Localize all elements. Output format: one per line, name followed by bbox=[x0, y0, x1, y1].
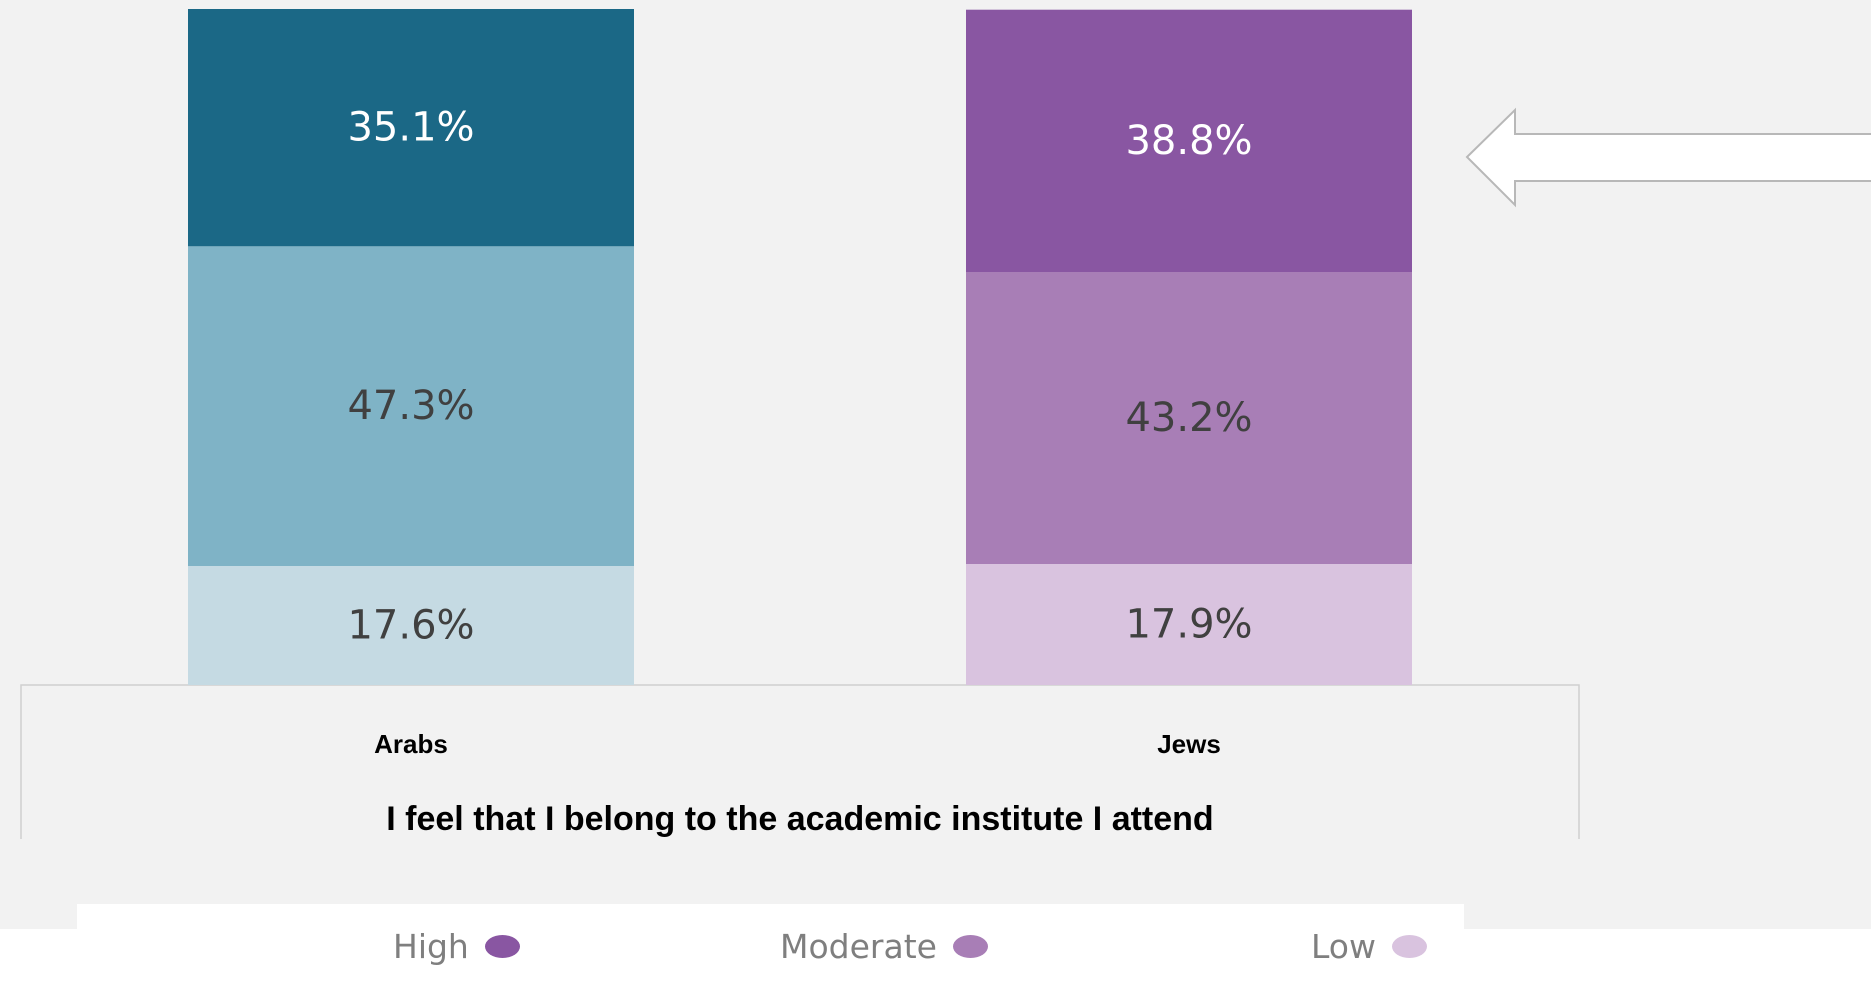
category-label-arabs: Arabs bbox=[374, 729, 448, 759]
data-label-arabs-high: 35.1% bbox=[347, 105, 474, 151]
data-label-arabs-low: 17.6% bbox=[347, 603, 474, 649]
bars-layer: 17.6% 47.3% 35.1% 17.9% 43.2% 38.8% bbox=[188, 9, 1412, 685]
data-label-arabs-moderate: 47.3% bbox=[347, 383, 474, 429]
data-label-jews-moderate: 43.2% bbox=[1125, 395, 1252, 441]
category-labels: Arabs Jews bbox=[374, 729, 1221, 759]
legend-item-moderate: Moderate bbox=[780, 926, 988, 966]
bar-segment-arabs-moderate bbox=[188, 246, 634, 567]
legend: High Moderate Low bbox=[77, 904, 1464, 983]
legend-swatch-moderate bbox=[952, 934, 988, 958]
legend-label-high: High bbox=[393, 926, 469, 966]
axis-panel bbox=[20, 684, 1580, 851]
chart-title: I feel that I belong to the academic ins… bbox=[386, 800, 1213, 838]
bar-segment-arabs-high bbox=[188, 9, 634, 247]
data-label-jews-low: 17.9% bbox=[1125, 602, 1252, 648]
bar-segment-jews-low bbox=[966, 564, 1412, 685]
legend-label-low: Low bbox=[1311, 926, 1376, 966]
legend-swatch-high bbox=[484, 934, 520, 958]
category-label-jews: Jews bbox=[1157, 729, 1221, 759]
left-arrow-icon bbox=[1465, 107, 1871, 208]
bar-segment-arabs-low bbox=[188, 566, 634, 685]
bar-segment-jews-moderate bbox=[966, 272, 1412, 564]
legend-item-low: Low bbox=[1311, 926, 1427, 966]
legend-item-high: High bbox=[393, 926, 520, 966]
legend-swatch-low bbox=[1392, 934, 1427, 958]
bar-segment-jews-high bbox=[966, 9, 1412, 272]
data-label-jews-high: 38.8% bbox=[1125, 118, 1252, 164]
legend-label-moderate: Moderate bbox=[780, 926, 937, 966]
panel-mask bbox=[0, 839, 1871, 859]
